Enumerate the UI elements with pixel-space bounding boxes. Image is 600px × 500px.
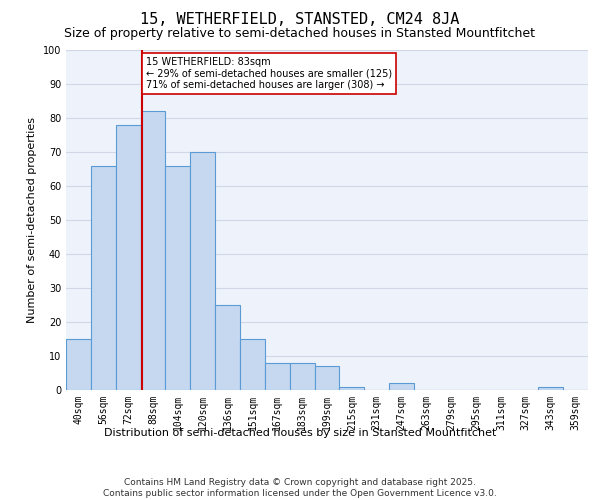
Text: Contains HM Land Registry data © Crown copyright and database right 2025.
Contai: Contains HM Land Registry data © Crown c…	[103, 478, 497, 498]
Bar	[116, 125, 140, 390]
Bar	[340, 386, 364, 390]
Bar	[140, 111, 166, 390]
Text: Distribution of semi-detached houses by size in Stansted Mountfitchet: Distribution of semi-detached houses by …	[104, 428, 496, 438]
Bar	[290, 363, 314, 390]
Bar	[265, 363, 290, 390]
Bar	[538, 386, 563, 390]
Bar	[240, 339, 265, 390]
Y-axis label: Number of semi-detached properties: Number of semi-detached properties	[27, 117, 37, 323]
Bar	[166, 166, 190, 390]
Bar	[66, 339, 91, 390]
Bar	[190, 152, 215, 390]
Bar	[389, 383, 414, 390]
Text: 15, WETHERFIELD, STANSTED, CM24 8JA: 15, WETHERFIELD, STANSTED, CM24 8JA	[140, 12, 460, 28]
Text: Size of property relative to semi-detached houses in Stansted Mountfitchet: Size of property relative to semi-detach…	[65, 28, 536, 40]
Bar	[314, 366, 340, 390]
Bar	[91, 166, 116, 390]
Text: 15 WETHERFIELD: 83sqm
← 29% of semi-detached houses are smaller (125)
71% of sem: 15 WETHERFIELD: 83sqm ← 29% of semi-deta…	[146, 57, 392, 90]
Bar	[215, 305, 240, 390]
